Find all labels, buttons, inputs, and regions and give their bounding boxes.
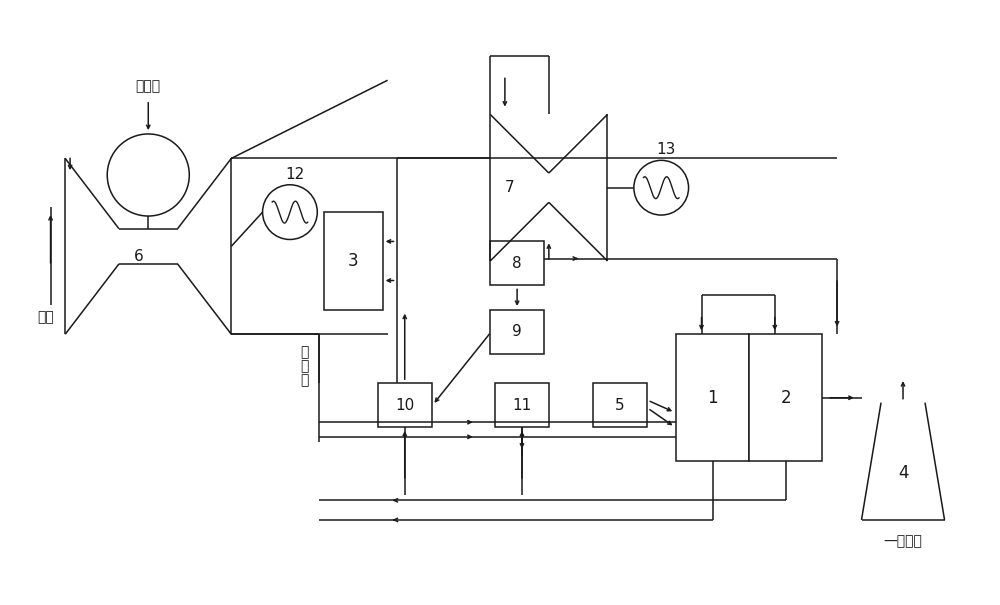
Bar bbox=[324, 212, 383, 310]
Bar bbox=[490, 310, 544, 354]
Text: 5: 5 bbox=[615, 397, 625, 413]
Text: 7: 7 bbox=[505, 180, 515, 195]
Text: 空气: 空气 bbox=[37, 310, 54, 324]
Bar bbox=[749, 334, 822, 461]
Circle shape bbox=[263, 185, 317, 240]
Text: 湿
烟
气: 湿 烟 气 bbox=[300, 345, 309, 387]
Text: 13: 13 bbox=[656, 142, 676, 157]
Text: 3: 3 bbox=[348, 252, 359, 270]
Text: 6: 6 bbox=[134, 249, 143, 264]
Circle shape bbox=[107, 134, 189, 216]
Text: 天然气: 天然气 bbox=[136, 79, 161, 93]
Bar bbox=[676, 334, 749, 461]
Text: 9: 9 bbox=[512, 324, 522, 339]
Text: 11: 11 bbox=[512, 397, 532, 413]
Bar bbox=[490, 241, 544, 286]
Text: 12: 12 bbox=[285, 167, 304, 182]
Bar bbox=[593, 383, 647, 427]
Text: 4: 4 bbox=[898, 464, 908, 482]
Text: 10: 10 bbox=[395, 397, 414, 413]
Text: 1: 1 bbox=[707, 389, 718, 407]
Bar bbox=[495, 383, 549, 427]
Text: —干烟气: —干烟气 bbox=[884, 535, 922, 549]
Bar bbox=[378, 383, 432, 427]
Circle shape bbox=[634, 160, 689, 215]
Text: 8: 8 bbox=[512, 256, 522, 271]
Text: 2: 2 bbox=[780, 389, 791, 407]
